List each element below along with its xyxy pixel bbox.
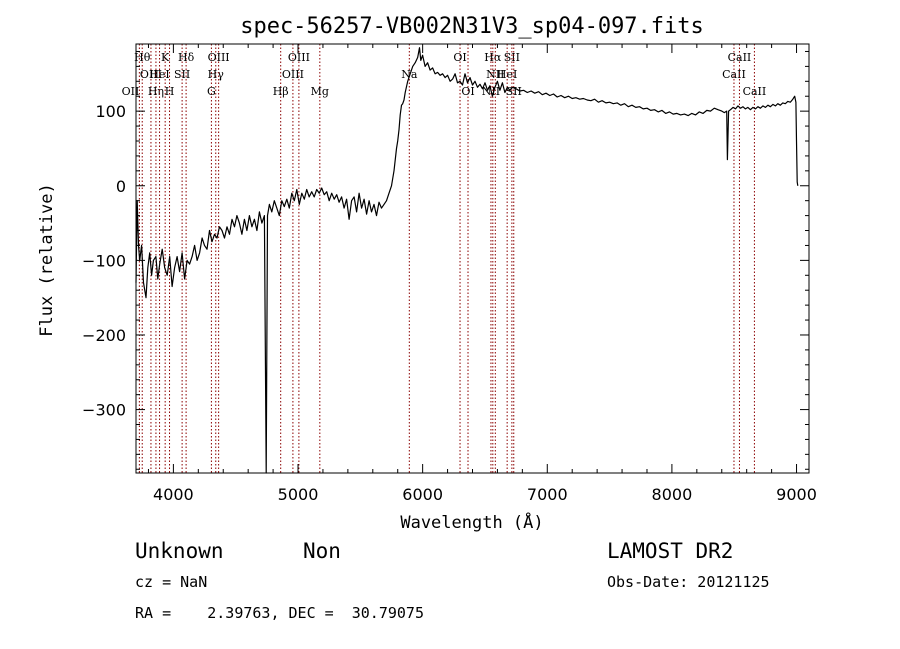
line-label-27: CaII	[743, 85, 767, 98]
y-tick-label: −100	[82, 251, 126, 270]
y-tick-label: −300	[82, 401, 126, 420]
chart-title: spec-56257-VB002N31V3_sp04-097.fits	[240, 14, 704, 39]
line-label-13: OIII	[282, 68, 304, 81]
line-label-14: OIII	[288, 51, 310, 64]
line-label-11: OIII	[208, 51, 230, 64]
line-label-7: SII	[174, 68, 190, 81]
y-tick-label: 100	[95, 102, 126, 121]
line-label-5: K	[161, 51, 170, 64]
redshift-cz: cz = NaN	[135, 573, 208, 591]
line-label-2: OIII	[140, 68, 162, 81]
line-label-18: OI	[461, 85, 474, 98]
line-label-12: Hβ	[273, 85, 289, 98]
x-tick-label: 4000	[153, 485, 194, 504]
line-label-10: Hγ	[208, 68, 225, 81]
line-label-22: HeI	[497, 68, 517, 81]
line-label-25: CaII	[722, 68, 746, 81]
axis-ticks: 4000 5000 6000 7000 8000 9000 100 0 −100 −200 −300	[82, 44, 817, 504]
line-label-26: CaII	[728, 51, 752, 64]
line-label-21: NII	[486, 68, 504, 81]
line-label-6: H	[165, 85, 175, 98]
spectral-subclass: Non	[303, 539, 341, 563]
spectrum-series	[135, 47, 799, 474]
line-label-17: OI	[453, 51, 466, 64]
observation-date: Obs-Date: 20121125	[607, 573, 770, 591]
line-label-3: Hη	[148, 85, 164, 98]
line-label-0: OII	[122, 85, 140, 98]
y-tick-label: −200	[82, 326, 126, 345]
x-tick-label: 9000	[776, 485, 817, 504]
y-tick-label: 0	[116, 177, 126, 196]
line-label-23: SII	[504, 51, 520, 64]
emission-line-markers: OII Hθ OIII Hη HeI K H SII Hδ G Hγ OIII Hβ OIII OIII Mg…	[122, 44, 767, 473]
line-label-9: G	[207, 85, 216, 98]
spectral-class: Unknown	[135, 539, 224, 563]
sky-coordinates: RA = 2.39763, DEC = 30.79075	[135, 604, 424, 622]
x-tick-label: 5000	[278, 485, 319, 504]
x-tick-label: 8000	[652, 485, 693, 504]
x-tick-label: 7000	[527, 485, 568, 504]
survey-name: LAMOST DR2	[607, 539, 734, 563]
line-label-20: Hα	[484, 51, 502, 64]
line-label-1: Hθ	[134, 51, 151, 64]
plot-frame	[135, 43, 810, 474]
x-axis-label: Wavelength (Å)	[400, 511, 543, 533]
line-label-8: Hδ	[178, 51, 195, 64]
spectrum-line-0	[135, 47, 799, 474]
x-tick-label: 6000	[402, 485, 443, 504]
line-label-24: SII	[506, 85, 522, 98]
y-axis-label: Flux (relative)	[37, 183, 57, 337]
line-label-15: Mg	[311, 85, 329, 98]
line-label-4: HeI	[149, 68, 169, 81]
